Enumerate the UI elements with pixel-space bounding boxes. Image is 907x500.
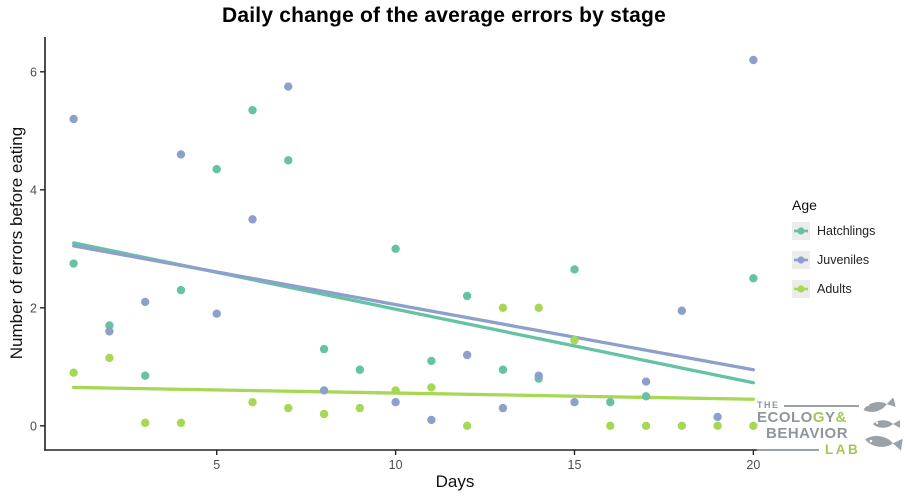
data-point-juveniles bbox=[570, 398, 579, 407]
data-point-juveniles bbox=[498, 403, 508, 413]
x-tick-label: 5 bbox=[213, 458, 220, 472]
data-point-adults bbox=[462, 421, 472, 431]
data-point-adults bbox=[176, 418, 186, 428]
data-point-hatchlings bbox=[498, 365, 508, 374]
logo-rule bbox=[783, 404, 859, 407]
data-point-juveniles bbox=[212, 309, 221, 318]
data-point-adults bbox=[284, 403, 293, 413]
data-point-juveniles bbox=[749, 55, 758, 65]
data-point-juveniles bbox=[284, 82, 293, 91]
data-point-adults bbox=[677, 421, 687, 431]
data-point-juveniles bbox=[427, 415, 436, 425]
data-point-adults bbox=[641, 421, 651, 431]
data-point-juveniles bbox=[176, 150, 186, 159]
x-axis-label: Days bbox=[435, 472, 475, 491]
logo-word-y: Y bbox=[825, 409, 836, 427]
data-point-hatchlings bbox=[69, 259, 78, 268]
data-point-juveniles bbox=[677, 306, 687, 315]
data-point-hatchlings bbox=[212, 164, 221, 174]
y-tick-label: 4 bbox=[30, 183, 37, 197]
data-point-hatchlings bbox=[319, 344, 329, 354]
data-point-adults bbox=[427, 383, 436, 392]
x-tick-label: 20 bbox=[746, 458, 760, 472]
data-point-hatchlings bbox=[749, 274, 758, 283]
data-point-juveniles bbox=[391, 398, 400, 407]
data-point-hatchlings bbox=[140, 371, 150, 380]
legend-label: Adults bbox=[817, 282, 852, 296]
legend-title: Age bbox=[792, 197, 817, 213]
data-point-adults bbox=[248, 398, 257, 407]
y-tick-label: 0 bbox=[30, 419, 37, 433]
data-point-hatchlings bbox=[570, 265, 579, 274]
data-point-adults bbox=[749, 421, 758, 431]
legend-key-icon bbox=[792, 251, 810, 269]
data-point-adults bbox=[498, 303, 508, 313]
data-point-juveniles bbox=[534, 371, 543, 380]
data-point-hatchlings bbox=[427, 356, 436, 366]
logo-word-lab: LAB bbox=[825, 441, 861, 457]
data-point-adults bbox=[355, 403, 365, 413]
data-point-adults bbox=[391, 386, 400, 395]
logo-rule bbox=[757, 449, 819, 452]
data-point-hatchlings bbox=[248, 105, 257, 115]
data-point-juveniles bbox=[713, 412, 722, 422]
data-point-adults bbox=[140, 418, 150, 428]
logo-line-ecology: ECOLOGY& bbox=[757, 410, 907, 426]
data-point-hatchlings bbox=[391, 244, 400, 254]
trend-line-juveniles bbox=[71, 244, 756, 372]
legend-item-hatchlings: Hatchlings bbox=[792, 222, 875, 240]
data-point-juveniles bbox=[319, 386, 329, 395]
logo-word-ampersand: & bbox=[835, 409, 847, 427]
legend-key-icon bbox=[792, 222, 810, 240]
ecology-behavior-lab-logo: THE ECOLOGY& BEHAVIOR LAB bbox=[757, 398, 907, 457]
logo-line-behavior: BEHAVIOR bbox=[766, 425, 849, 443]
logo-word-the: THE bbox=[757, 400, 780, 410]
data-point-hatchlings bbox=[641, 392, 651, 401]
logo-line-the: THE bbox=[757, 400, 907, 410]
data-point-hatchlings bbox=[176, 285, 186, 295]
trend-line-adults bbox=[71, 385, 756, 401]
data-point-hatchlings bbox=[284, 156, 293, 165]
legend-item-juveniles: Juveniles bbox=[792, 251, 875, 269]
data-point-hatchlings bbox=[105, 321, 114, 330]
data-point-hatchlings bbox=[462, 291, 472, 301]
x-tick-label: 15 bbox=[568, 458, 582, 472]
logo-word-g: G bbox=[812, 409, 826, 427]
data-point-adults bbox=[606, 421, 615, 431]
y-tick-label: 2 bbox=[30, 301, 37, 315]
data-point-juveniles bbox=[69, 114, 78, 124]
data-point-juveniles bbox=[105, 327, 114, 336]
legend-label: Hatchlings bbox=[817, 224, 876, 238]
legend-label: Juveniles bbox=[817, 253, 870, 267]
data-point-adults bbox=[713, 421, 722, 431]
logo-line-lab: LAB bbox=[757, 441, 907, 457]
x-tick-label: 10 bbox=[389, 458, 403, 472]
data-point-juveniles bbox=[462, 350, 472, 360]
data-point-juveniles bbox=[641, 377, 651, 386]
data-point-hatchlings bbox=[606, 398, 615, 407]
fish-icons bbox=[863, 398, 903, 451]
y-tick-label: 6 bbox=[30, 65, 37, 79]
data-point-juveniles bbox=[140, 297, 150, 307]
logo-word-ecolo: ECOLO bbox=[757, 409, 813, 427]
legend: Age Hatchlings Juveniles Adults bbox=[792, 197, 875, 309]
data-point-adults bbox=[319, 409, 329, 419]
data-point-hatchlings bbox=[355, 365, 365, 374]
data-point-adults bbox=[105, 353, 114, 363]
legend-item-adults: Adults bbox=[792, 280, 875, 298]
legend-key-icon bbox=[792, 280, 810, 298]
data-point-juveniles bbox=[248, 215, 257, 224]
data-point-adults bbox=[69, 368, 78, 377]
chart-title: Daily change of the average errors by st… bbox=[222, 4, 666, 27]
data-point-adults bbox=[534, 303, 543, 313]
data-point-adults bbox=[570, 336, 579, 345]
